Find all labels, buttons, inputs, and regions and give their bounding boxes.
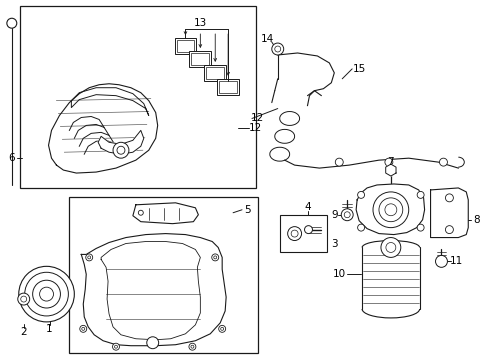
Circle shape <box>115 345 118 348</box>
Circle shape <box>373 192 409 228</box>
Circle shape <box>24 272 69 316</box>
Text: 15: 15 <box>352 64 366 74</box>
Polygon shape <box>133 203 198 224</box>
Circle shape <box>445 226 453 234</box>
Polygon shape <box>101 242 200 340</box>
Circle shape <box>341 209 353 221</box>
Circle shape <box>147 337 159 349</box>
Text: 9: 9 <box>331 210 338 220</box>
Circle shape <box>272 43 284 55</box>
Bar <box>190 51 211 67</box>
Circle shape <box>219 325 226 332</box>
Bar <box>174 38 196 54</box>
Text: 8: 8 <box>473 215 480 225</box>
Text: 1: 1 <box>46 324 53 334</box>
Bar <box>206 67 224 79</box>
Circle shape <box>445 194 453 202</box>
Circle shape <box>358 192 365 198</box>
Circle shape <box>344 212 350 218</box>
Bar <box>217 79 239 95</box>
Polygon shape <box>356 184 425 235</box>
Text: 2: 2 <box>21 327 27 337</box>
Polygon shape <box>98 130 144 154</box>
Bar <box>204 65 226 81</box>
Circle shape <box>191 345 194 348</box>
Circle shape <box>305 226 313 234</box>
Circle shape <box>291 230 298 237</box>
Circle shape <box>417 192 424 198</box>
Circle shape <box>21 296 26 302</box>
Text: 14: 14 <box>261 34 274 44</box>
Circle shape <box>220 327 223 330</box>
Circle shape <box>86 254 93 261</box>
Polygon shape <box>49 84 158 173</box>
Circle shape <box>386 243 396 252</box>
Text: 12: 12 <box>249 123 263 134</box>
Polygon shape <box>431 188 468 238</box>
Circle shape <box>335 158 343 166</box>
Circle shape <box>417 224 424 231</box>
Circle shape <box>358 224 365 231</box>
Text: 12: 12 <box>251 113 265 123</box>
Circle shape <box>138 210 143 215</box>
Polygon shape <box>386 164 396 176</box>
Circle shape <box>33 280 60 308</box>
Circle shape <box>379 198 403 222</box>
Text: 6: 6 <box>8 153 15 163</box>
Bar <box>192 53 209 65</box>
Circle shape <box>440 158 447 166</box>
Polygon shape <box>81 234 226 346</box>
Circle shape <box>288 227 301 240</box>
Circle shape <box>18 293 30 305</box>
Circle shape <box>275 46 281 52</box>
Circle shape <box>7 18 17 28</box>
Polygon shape <box>72 88 149 116</box>
Bar <box>280 215 327 252</box>
Bar <box>20 6 256 188</box>
Circle shape <box>40 287 53 301</box>
Circle shape <box>385 204 397 216</box>
Text: 4: 4 <box>304 202 311 212</box>
Text: 10: 10 <box>333 269 346 279</box>
Circle shape <box>80 325 87 332</box>
Circle shape <box>113 142 129 158</box>
Text: 3: 3 <box>331 239 338 249</box>
Bar <box>219 81 237 93</box>
Circle shape <box>381 238 401 257</box>
Circle shape <box>214 256 217 259</box>
Bar <box>70 197 258 353</box>
Circle shape <box>117 146 125 154</box>
Text: 7: 7 <box>388 157 394 167</box>
Circle shape <box>436 255 447 267</box>
Circle shape <box>113 343 120 350</box>
Circle shape <box>212 254 219 261</box>
Bar <box>176 40 195 52</box>
Circle shape <box>19 266 74 322</box>
Text: 13: 13 <box>194 18 207 28</box>
Circle shape <box>385 158 393 166</box>
Text: 11: 11 <box>450 256 463 266</box>
Circle shape <box>82 327 85 330</box>
Text: 5: 5 <box>245 205 251 215</box>
Circle shape <box>189 343 196 350</box>
Circle shape <box>88 256 91 259</box>
